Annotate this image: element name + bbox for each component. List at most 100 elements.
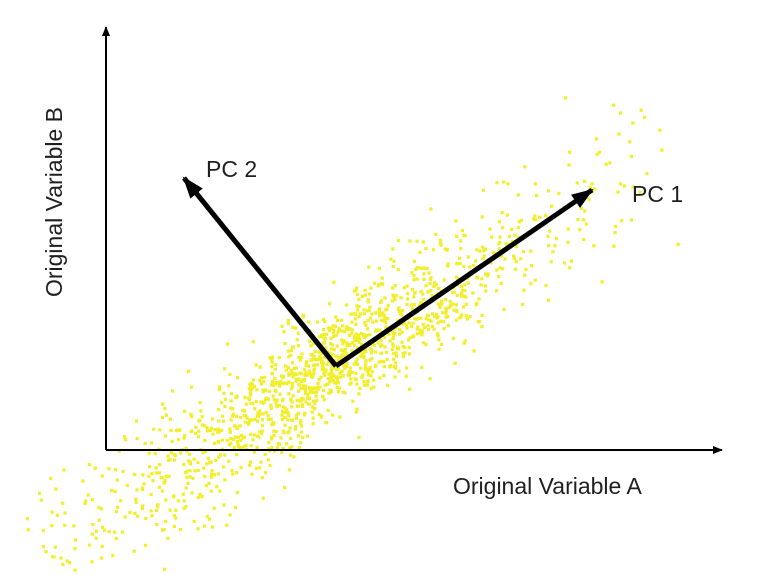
data-point <box>471 263 475 267</box>
data-point <box>282 431 286 435</box>
data-point <box>189 412 193 416</box>
data-point <box>322 388 326 393</box>
data-point <box>335 381 339 385</box>
data-point <box>353 338 357 342</box>
data-point <box>269 403 273 407</box>
data-point <box>592 244 596 248</box>
data-point <box>403 345 407 350</box>
data-point <box>479 283 483 287</box>
data-point <box>275 405 279 409</box>
data-point <box>62 468 66 472</box>
data-point <box>301 384 305 388</box>
data-point <box>284 364 288 368</box>
data-point <box>217 430 221 434</box>
data-point <box>282 330 286 334</box>
pc1-label: PC 1 <box>632 181 683 207</box>
data-point <box>422 277 426 281</box>
data-point <box>299 386 303 390</box>
data-point <box>207 481 211 485</box>
data-point <box>439 242 443 246</box>
data-point <box>342 339 346 343</box>
data-point <box>435 313 439 317</box>
data-point <box>274 429 278 434</box>
data-point <box>220 414 225 418</box>
data-point <box>208 517 212 521</box>
data-point <box>350 320 354 324</box>
data-point <box>320 364 324 368</box>
data-point <box>393 375 397 379</box>
data-point <box>153 451 157 456</box>
data-point <box>213 441 217 445</box>
data-point <box>452 290 456 294</box>
data-point <box>614 224 618 228</box>
data-point <box>209 489 213 493</box>
data-point <box>55 513 60 517</box>
data-point <box>502 307 506 311</box>
data-point <box>277 356 281 360</box>
data-point <box>196 495 201 499</box>
data-point <box>320 333 325 337</box>
data-point <box>271 383 275 387</box>
data-point <box>357 297 361 301</box>
data-point <box>420 329 424 333</box>
data-point <box>448 300 452 304</box>
data-point <box>255 434 259 438</box>
data-point <box>321 327 326 332</box>
data-point <box>200 423 204 427</box>
data-point <box>354 371 358 376</box>
data-point <box>239 438 243 442</box>
data-point <box>502 180 506 184</box>
data-point <box>173 458 177 462</box>
data-point <box>326 382 330 386</box>
data-point <box>512 256 516 260</box>
data-point <box>41 545 45 549</box>
data-point <box>378 328 382 332</box>
data-point <box>258 365 262 369</box>
data-point <box>227 459 231 463</box>
data-point <box>322 398 326 402</box>
data-point <box>319 415 323 419</box>
data-point <box>462 341 466 345</box>
data-point <box>369 286 373 290</box>
x-axis-label: Original Variable A <box>453 473 642 499</box>
data-point <box>247 421 251 425</box>
data-point <box>335 344 339 348</box>
data-point <box>386 303 390 308</box>
data-point <box>270 372 274 376</box>
data-point <box>557 191 561 195</box>
data-point <box>372 378 376 382</box>
data-point <box>481 245 485 249</box>
data-point <box>243 395 247 400</box>
data-point <box>300 403 304 407</box>
data-point <box>478 249 482 253</box>
data-point <box>332 381 337 385</box>
data-point <box>412 278 416 282</box>
data-point <box>227 384 231 388</box>
data-point <box>328 373 333 377</box>
data-point <box>348 369 352 374</box>
data-point <box>229 399 233 403</box>
data-point <box>183 409 187 413</box>
data-point <box>152 427 156 431</box>
data-point <box>283 342 287 346</box>
data-point <box>140 487 145 491</box>
data-point <box>351 341 355 345</box>
data-point <box>322 371 326 375</box>
data-point <box>309 390 313 394</box>
data-point <box>533 214 537 218</box>
data-point <box>394 294 399 298</box>
data-point <box>142 482 146 486</box>
data-point <box>212 506 216 510</box>
data-point <box>274 363 278 367</box>
data-point <box>285 408 289 412</box>
data-point <box>328 380 332 384</box>
data-point <box>421 292 425 296</box>
data-point <box>253 417 257 421</box>
data-point <box>407 338 411 342</box>
data-point <box>405 302 409 306</box>
data-point <box>464 295 468 299</box>
data-point <box>228 372 232 376</box>
data-point <box>296 411 300 415</box>
data-point <box>278 392 282 396</box>
